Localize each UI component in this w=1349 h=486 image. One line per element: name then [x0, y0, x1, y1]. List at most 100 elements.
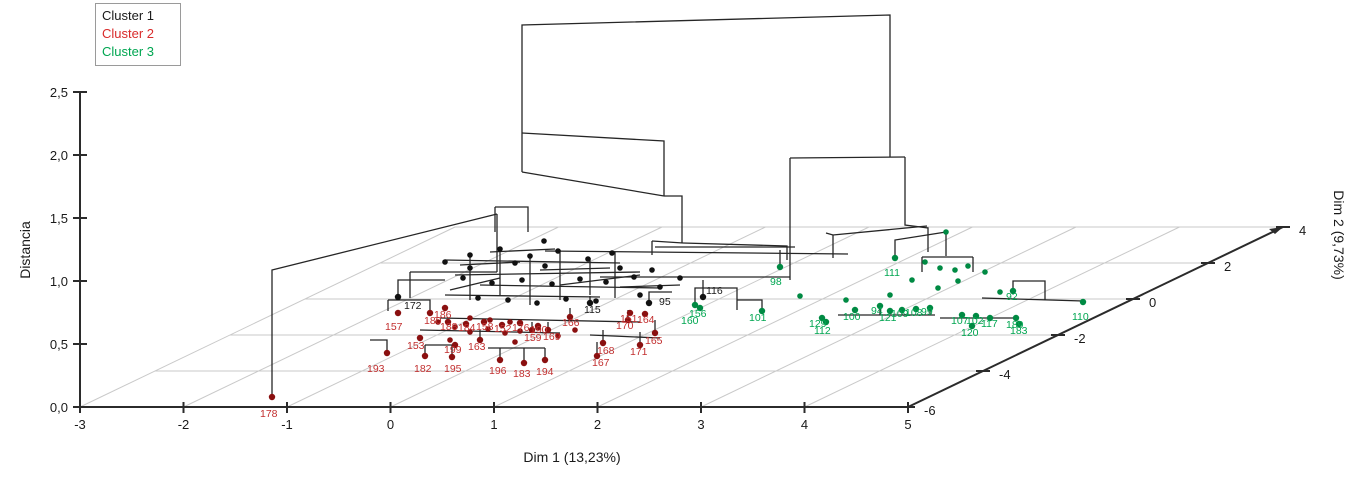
y-tick-label: 0,5 — [50, 337, 68, 352]
point-label: 194 — [536, 366, 554, 378]
data-point — [268, 393, 276, 401]
data-points — [268, 229, 1087, 401]
grid-line-x — [79, 226, 456, 408]
data-point — [505, 297, 511, 303]
point-label: 196 — [489, 365, 507, 377]
tree-segment — [544, 250, 849, 255]
data-point — [843, 297, 849, 303]
data-point — [452, 324, 458, 330]
x-tick-label: -1 — [281, 417, 293, 432]
data-point — [467, 315, 473, 321]
tree-segment — [682, 242, 788, 260]
point-label: 111 — [884, 267, 900, 279]
x-tick-label: 4 — [801, 417, 808, 432]
y-tick-label: 0,0 — [50, 400, 68, 415]
z-axis-line — [907, 226, 1284, 408]
data-point — [383, 349, 391, 357]
data-point — [1015, 320, 1023, 328]
data-point — [448, 353, 456, 361]
z-tick-label: 2 — [1224, 259, 1231, 274]
tree-segment — [439, 317, 641, 323]
point-label: 176 — [512, 322, 530, 334]
legend-item-cluster-1: Cluster 1 — [102, 8, 155, 23]
tree-segment — [559, 274, 641, 286]
data-point — [922, 259, 928, 265]
grid-line-x — [597, 226, 973, 408]
point-label: 117 — [981, 318, 998, 330]
data-point — [691, 301, 699, 309]
data-point — [958, 311, 966, 319]
tree-segment — [737, 299, 763, 311]
tree-segment — [664, 195, 683, 243]
data-point — [476, 336, 484, 344]
point-label: 182 — [414, 363, 432, 375]
y-tick-label: 2,5 — [50, 85, 68, 100]
data-point — [451, 341, 459, 349]
axis-ticks: -3 -2 -1 0 1 2 3 4 5 0,0 0,5 1,0 1,5 2,0 2,5 -6 -4 -2 0 2 4 — [50, 85, 1306, 432]
y-axis-title: Distancia — [17, 221, 33, 279]
data-point — [467, 252, 473, 258]
y-tick-label: 1,0 — [50, 274, 68, 289]
tree-segment — [397, 279, 445, 297]
data-point — [566, 313, 574, 321]
legend-item-cluster-3: Cluster 3 — [102, 44, 155, 59]
data-point — [645, 299, 653, 307]
data-point — [435, 319, 441, 325]
data-point — [512, 339, 518, 345]
tree-segment — [449, 277, 501, 291]
z-tick-label: -6 — [924, 403, 936, 418]
data-point — [822, 318, 830, 326]
tree-segment — [521, 14, 891, 172]
point-label: 168 — [597, 345, 615, 357]
data-point — [421, 352, 429, 360]
data-point — [886, 307, 894, 315]
data-point — [497, 246, 503, 252]
data-point — [534, 300, 540, 306]
point-label: 129 — [809, 318, 827, 330]
data-point — [955, 278, 961, 284]
grid-line-x — [286, 226, 663, 408]
point-label: 101 — [749, 312, 767, 324]
point-label: 180 — [424, 315, 442, 327]
data-point — [965, 263, 971, 269]
grid-line-x — [183, 226, 559, 408]
data-point — [541, 356, 549, 364]
point-label: 190 — [530, 324, 548, 336]
x-tick-label: 1 — [490, 417, 497, 432]
point-label: 193 — [367, 363, 385, 375]
data-point — [626, 309, 634, 317]
point-label: 157 — [385, 321, 403, 333]
legend-item-cluster-2: Cluster 2 — [102, 26, 155, 41]
x-tick-label: -2 — [178, 417, 190, 432]
data-point — [617, 265, 623, 271]
data-point — [444, 318, 452, 326]
point-label: 115 — [584, 304, 601, 316]
point-label: 171 — [630, 346, 648, 358]
tree-segment — [648, 291, 672, 303]
tree-segment — [454, 271, 641, 276]
point-label: 186 — [434, 309, 452, 321]
tree-segment — [388, 299, 431, 313]
z-axis-arrowhead — [1269, 227, 1283, 234]
z-tick-label: -4 — [999, 367, 1011, 382]
data-point — [502, 330, 508, 336]
tree-segment — [619, 284, 681, 288]
point-label: 109 — [891, 308, 909, 320]
x-tick-label: 2 — [594, 417, 601, 432]
point-label: 163 — [468, 341, 486, 353]
data-point — [416, 334, 424, 342]
point-label: 92 — [1006, 291, 1018, 303]
point-label: 100 — [843, 311, 861, 323]
data-point — [441, 304, 449, 312]
data-point — [887, 292, 893, 298]
data-point — [512, 260, 518, 266]
point-label: 178 — [260, 408, 278, 420]
x-tick-label: 0 — [387, 417, 394, 432]
data-point — [496, 356, 504, 364]
data-point — [651, 329, 659, 337]
point-label: 183 — [1010, 325, 1028, 337]
point-label: 169 — [543, 331, 561, 343]
tree-segment — [651, 240, 684, 244]
data-point — [952, 267, 958, 273]
point-label: 107 — [951, 315, 969, 327]
